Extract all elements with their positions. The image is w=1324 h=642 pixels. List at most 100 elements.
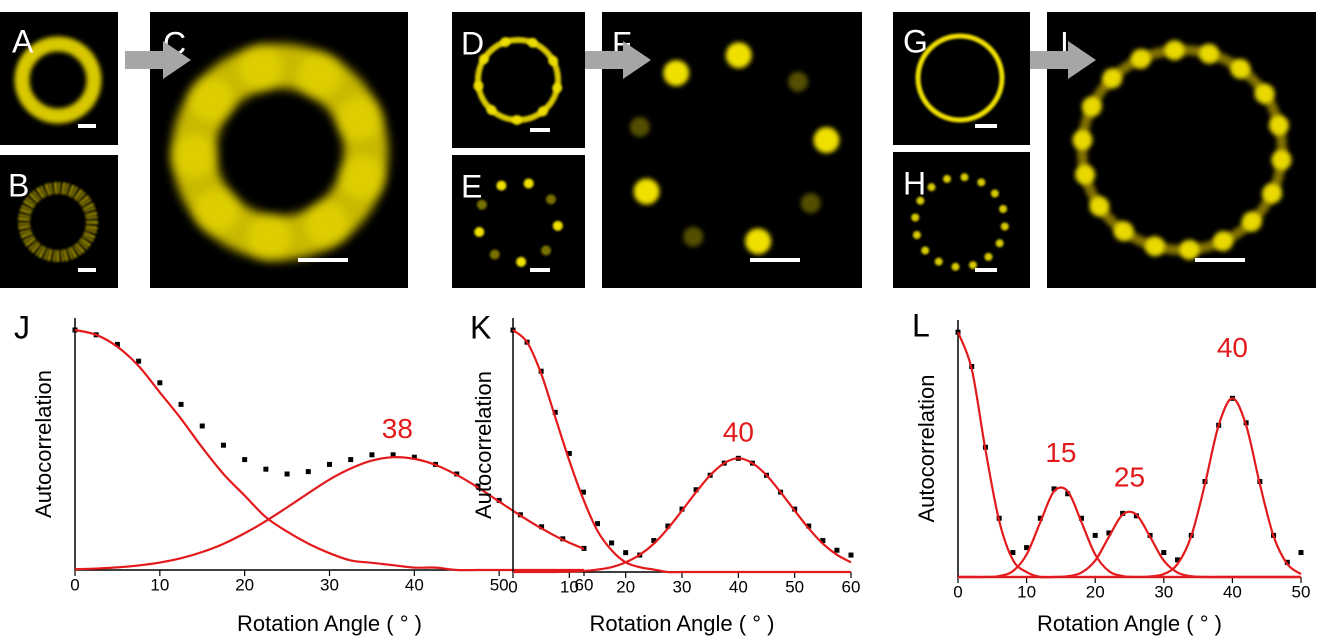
data-point [411,454,417,460]
image-panel: D [452,12,585,148]
data-point [1106,530,1112,536]
spot [297,53,342,98]
spot [1072,130,1093,151]
data-point [820,538,826,544]
fit-curve [958,397,1302,579]
x-tick-label: 40 [405,575,424,594]
spot [1179,239,1200,260]
spot [921,246,930,255]
fit-curve [958,510,1301,579]
image-panel: C [150,12,408,288]
x-tick-label: 10 [1017,582,1036,601]
peak-annotation: 38 [382,413,413,444]
fit-curve [74,456,585,571]
data-point [693,487,699,493]
x-tick-label: 50 [1292,582,1311,601]
x-tick-label: 60 [575,575,594,594]
x-tick-label: 20 [1086,582,1105,601]
data-point [539,524,545,530]
x-tick-label: 0 [508,577,517,596]
data-point [651,538,657,544]
peak-annotation: 15 [1045,437,1076,468]
spot [496,180,507,191]
data-point [220,442,226,448]
y-axis-label: Autocorrelation [914,375,939,523]
peak-annotation: 40 [1217,332,1248,363]
image-panel: E [452,155,585,288]
scale-bar [1195,258,1245,262]
panel-background [0,155,118,288]
x-tick-label: 0 [70,575,79,594]
spot [1113,221,1134,242]
data-point [1161,550,1167,556]
spot [1089,196,1110,217]
spot [990,189,999,198]
spot [1230,58,1251,79]
spot [984,252,993,261]
x-tick-label: 30 [673,577,692,596]
spot [911,213,920,222]
spot [304,202,349,247]
panel-label: H [903,165,926,201]
data-point [327,461,332,467]
ring [14,36,102,124]
spot [968,261,977,270]
spot [552,220,563,231]
spot [960,173,969,182]
spot [1102,68,1123,89]
spot [1254,83,1275,104]
spot [1262,183,1283,204]
spot [516,256,527,267]
spot [172,134,217,179]
scale-bar [975,124,997,128]
scale-bar [530,268,550,272]
panel-label: G [903,23,928,59]
spot [500,37,511,48]
spot [247,215,292,260]
panel-label: D [461,25,484,61]
data-point [1037,515,1043,521]
arrow [1030,41,1096,79]
x-axis-label: Rotation Angle ( ° ) [237,611,422,636]
scale-bar [78,268,96,272]
spot [977,178,986,187]
panel-label: B [8,167,29,203]
scale-bar [298,258,348,262]
chart-label: L [912,307,930,343]
data-point [1051,486,1057,492]
scale-bar [975,268,997,272]
chart-label: K [470,309,491,345]
data-point [566,450,572,456]
spot [725,42,752,69]
spot [548,55,559,66]
spot [629,116,650,137]
spot [1271,149,1292,170]
spot [1081,96,1102,117]
peak-annotation: 25 [1114,461,1145,492]
spot [189,78,234,123]
spot [474,227,485,238]
spot [1241,211,1262,232]
data-point [1092,532,1098,538]
spot [951,262,960,271]
x-tick-label: 10 [150,575,169,594]
data-point [348,457,354,463]
spot [788,71,809,92]
chart-label: J [14,309,30,345]
spot [800,193,821,214]
data-point [369,452,375,458]
spot [486,104,497,115]
x-tick-label: 50 [490,575,509,594]
data-point [199,423,205,429]
x-tick-label: 30 [320,575,339,594]
data-point [609,540,615,546]
panel-label: I [1060,25,1069,61]
data-point [1065,491,1071,497]
spot [511,114,522,125]
spot [238,46,283,91]
data-point [284,471,290,477]
peak-annotation: 40 [723,417,754,448]
spot [545,194,556,205]
image-panel: H [893,152,1030,288]
x-tick-label: 20 [616,577,635,596]
